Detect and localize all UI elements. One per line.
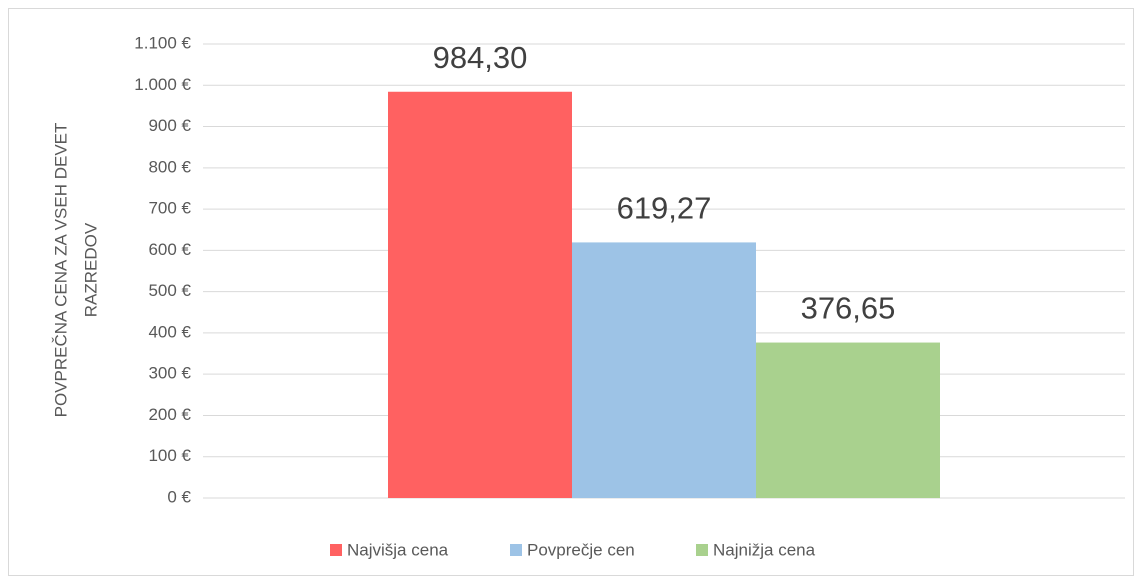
legend-label: Najnižja cena: [713, 540, 816, 559]
bar: [756, 342, 940, 498]
data-label: 619,27: [617, 191, 712, 226]
bar: [388, 91, 572, 498]
y-axis-title: POVPREČNA CENA ZA VSEH DEVET RAZREDOV: [51, 123, 100, 418]
y-tick-label: 900 €: [148, 116, 191, 135]
legend-swatch: [510, 544, 522, 556]
y-tick-label: 500 €: [148, 281, 191, 300]
y-tick-label: 800 €: [148, 157, 191, 176]
legend-swatch: [330, 544, 342, 556]
data-label: 376,65: [801, 291, 896, 326]
y-tick-label: 0 €: [167, 487, 191, 506]
legend-label: Najvišja cena: [347, 540, 449, 559]
y-tick-label: 700 €: [148, 199, 191, 218]
y-tick-label: 300 €: [148, 364, 191, 383]
bar: [572, 242, 756, 498]
data-label: 984,30: [433, 40, 528, 75]
y-tick-label: 600 €: [148, 240, 191, 259]
y-tick-label: 1.100 €: [134, 33, 191, 52]
legend-swatch: [696, 544, 708, 556]
y-axis-title-line: RAZREDOV: [81, 222, 100, 317]
y-axis-title-line: POVPREČNA CENA ZA VSEH DEVET: [51, 123, 70, 418]
y-tick-label: 1.000 €: [134, 75, 191, 94]
y-tick-label: 400 €: [148, 322, 191, 341]
legend-label: Povprečje cen: [527, 540, 635, 559]
y-tick-label: 200 €: [148, 405, 191, 424]
y-tick-label: 100 €: [148, 446, 191, 465]
